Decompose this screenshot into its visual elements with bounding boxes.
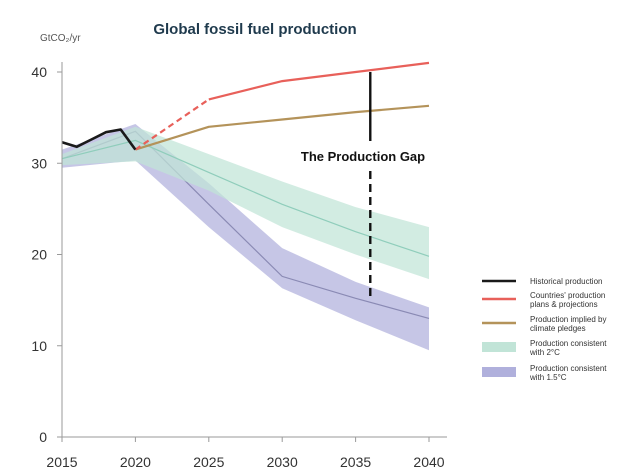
legend-label-historical-production: Historical production <box>530 277 602 286</box>
historical-production-line <box>61 128 137 151</box>
y-tick-label: 40 <box>31 64 47 80</box>
legend-label-line: Historical production <box>530 277 602 286</box>
legend-label-production-consistent-with-1-5-c: Production consistent with 1.5°C <box>529 364 607 382</box>
legend-label-line: plans & projections <box>530 300 598 309</box>
legend-label-line: Production consistent <box>530 364 607 373</box>
production-consistent-with-2-c-band <box>62 126 429 280</box>
legend: Historical production Countries' producti… <box>482 277 607 382</box>
x-tick-label: 2025 <box>193 454 224 470</box>
countries-production-plans-projections-dashed-line <box>134 98 210 151</box>
x-tick-label: 2035 <box>340 454 371 470</box>
production-gap-label: The Production Gap <box>301 149 425 164</box>
y-tick-label: 0 <box>39 429 47 445</box>
y-tick-label: 30 <box>31 155 47 171</box>
x-tick-label: 2040 <box>413 454 444 470</box>
legend-label-production-implied-by-climate-pledges: Production implied by climate pledges <box>530 315 606 333</box>
legend-label-production-consistent-with-2-c: Production consistent with 2°C <box>529 339 607 357</box>
legend-swatch-production-consistent-with-1-5-c <box>482 367 516 377</box>
x-tick-label: 2030 <box>267 454 298 470</box>
legend-label-line: Production consistent <box>530 339 607 348</box>
legend-label-line: Production implied by <box>530 315 606 324</box>
legend-label-countries-production-plans-projections: Countries' production plans & projections <box>530 291 605 309</box>
legend-swatch-production-consistent-with-2-c <box>482 342 516 352</box>
legend-label-line: climate pledges <box>530 324 586 333</box>
legend-label-line: with 2°C <box>529 348 560 357</box>
production-consistent-with-2-c-center-line <box>61 139 430 257</box>
y-axis-unit-label: GtCO₂/yr <box>40 33 81 44</box>
production-consistent-with-1-5-c-band <box>62 124 429 351</box>
countries-production-plans-projections-line <box>208 61 430 101</box>
y-tick-label: 10 <box>31 338 47 354</box>
chart-title: Global fossil fuel production <box>153 21 356 38</box>
x-tick-label: 2020 <box>120 454 151 470</box>
production-implied-by-climate-pledges-line <box>135 104 430 151</box>
x-tick-label: 2015 <box>46 454 77 470</box>
legend-label-line: Countries' production <box>530 291 605 300</box>
legend-label-line: with 1.5°C <box>529 373 567 382</box>
y-tick-label: 20 <box>31 247 47 263</box>
